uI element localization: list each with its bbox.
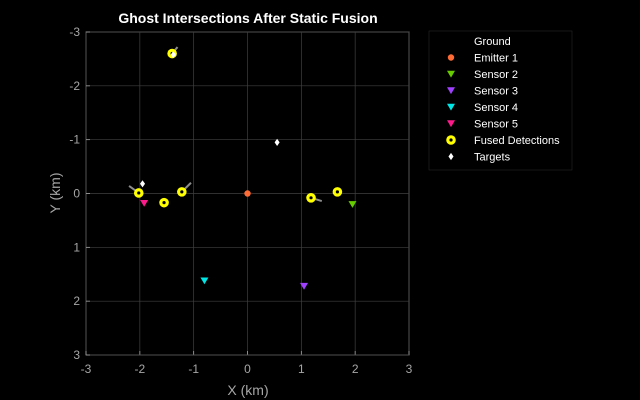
sensor-3-point bbox=[300, 282, 309, 290]
x-tick-label: -2 bbox=[134, 362, 145, 376]
fused-detections-point bbox=[133, 188, 144, 198]
x-tick-label: 0 bbox=[244, 362, 251, 376]
legend-marker-emitter-1 bbox=[447, 54, 455, 61]
fused-marker-center bbox=[137, 191, 141, 195]
legend-marker-sensor-2 bbox=[447, 70, 455, 78]
legend-label-sensor-5: Sensor 5 bbox=[474, 119, 518, 131]
fused-detections-point bbox=[306, 193, 316, 203]
x-tick-label: 1 bbox=[298, 362, 305, 376]
fused-detections-point bbox=[332, 187, 343, 197]
legend-marker-fused-detections bbox=[446, 135, 456, 145]
legend-marker-sensor-4 bbox=[447, 103, 455, 111]
legend-label-fused-detections: Fused Detections bbox=[474, 135, 560, 147]
chart-title: Ghost Intersections After Static Fusion bbox=[118, 10, 377, 26]
emitter-1-point bbox=[244, 190, 251, 197]
x-tick-label: -1 bbox=[188, 362, 199, 376]
x-axis-label: X (km) bbox=[227, 382, 268, 398]
targets-point bbox=[274, 138, 280, 146]
fused-detections-point bbox=[177, 187, 187, 197]
legend-label-ground: Ground bbox=[474, 36, 511, 48]
fused-detections-point bbox=[159, 197, 169, 208]
legend-label-targets: Targets bbox=[474, 152, 511, 164]
targets-point bbox=[170, 51, 176, 59]
fused-marker-center bbox=[162, 201, 166, 205]
y-tick-label: 1 bbox=[73, 240, 80, 254]
sensor-4-point bbox=[200, 277, 209, 285]
sensor-2-point bbox=[348, 201, 357, 208]
y-tick-label: -2 bbox=[69, 79, 80, 93]
fused-marker-center bbox=[335, 190, 340, 194]
legend-marker-sensor-5 bbox=[447, 120, 455, 128]
x-tick-label: 2 bbox=[352, 362, 359, 376]
legend-label-sensor-4: Sensor 4 bbox=[474, 102, 518, 114]
y-axis-label: Y (km) bbox=[47, 173, 63, 214]
x-tick-label: 3 bbox=[406, 362, 413, 376]
x-tick-label: -3 bbox=[81, 362, 92, 376]
y-tick-label: 0 bbox=[73, 187, 80, 201]
fused-marker-center bbox=[449, 138, 453, 142]
fused-marker-center bbox=[180, 190, 184, 194]
fused-marker-center bbox=[309, 196, 313, 200]
y-tick-label: -3 bbox=[69, 25, 80, 39]
legend-label-sensor-2: Sensor 2 bbox=[474, 69, 518, 81]
legend-marker-sensor-3 bbox=[447, 87, 455, 95]
legend: Ground Emitter 1 Sensor 2 Sensor 3 Sensor 4 S… bbox=[428, 30, 573, 171]
legend-label-emitter-1: Emitter 1 bbox=[474, 53, 518, 65]
legend-box bbox=[428, 30, 573, 171]
y-tick-label: 2 bbox=[73, 294, 80, 308]
y-tick-label: 3 bbox=[73, 348, 80, 362]
sensor-5-point bbox=[140, 199, 149, 207]
legend-marker-targets bbox=[448, 152, 454, 161]
y-tick-label: -1 bbox=[69, 133, 80, 147]
targets-point bbox=[140, 180, 146, 188]
legend-label-sensor-3: Sensor 3 bbox=[474, 86, 518, 98]
